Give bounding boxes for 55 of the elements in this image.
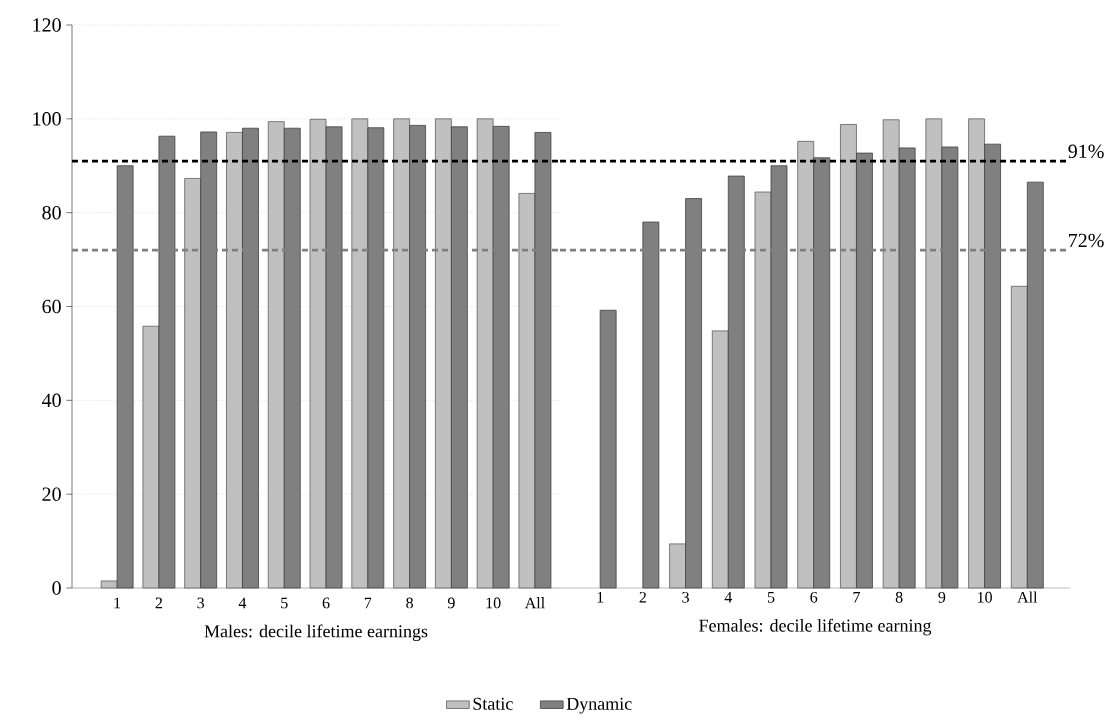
bar: [309, 118, 327, 589]
x-tick-label: 6: [322, 597, 330, 609]
bar: [476, 118, 494, 589]
x-tick-label: All: [524, 597, 545, 609]
y-tick-label: 120: [33, 18, 61, 32]
x-tick-label: 5: [281, 597, 288, 609]
bar: [142, 325, 160, 589]
x-axis-title: Males: decile lifetime earnings: [204, 624, 428, 642]
x-tick-label: 1: [597, 591, 604, 603]
bar: [184, 178, 202, 589]
bar: [100, 580, 118, 589]
x-tick-label: 2: [639, 591, 646, 603]
x-tick-label: 10: [486, 597, 501, 609]
bar: [351, 118, 369, 589]
x-tick-label: 4: [724, 591, 733, 603]
bar: [518, 193, 536, 589]
ref-line-label: 72%: [1069, 233, 1104, 248]
x-tick-label: 1: [114, 597, 121, 609]
bar: [968, 118, 985, 589]
bar: [434, 118, 452, 589]
ref-line-label: 91%: [1068, 144, 1104, 159]
y-tick-label: 80: [42, 205, 61, 220]
legend-label: Static: [473, 697, 513, 710]
bar: [226, 132, 243, 589]
x-tick-label: 7: [853, 592, 860, 603]
x-axis-title: Females: decile lifetime earning: [699, 618, 932, 636]
y-tick-label: 40: [42, 393, 61, 408]
bar: [1010, 285, 1028, 589]
y-tick-label: 20: [42, 487, 61, 501]
bar: [925, 118, 943, 589]
x-tick-label: 3: [197, 597, 205, 609]
x-tick-label: 7: [364, 597, 372, 609]
x-tick-label: 9: [447, 597, 455, 609]
x-tick-label: 3: [682, 591, 689, 603]
x-tick-label: 2: [155, 597, 163, 609]
bar: [797, 140, 815, 589]
bar: [840, 124, 857, 589]
x-tick-label: 8: [895, 591, 903, 603]
x-tick-label: All: [1017, 591, 1038, 603]
bar: [393, 118, 410, 589]
x-tick-label: 10: [977, 591, 992, 603]
legend-label: Dynamic: [566, 697, 632, 714]
y-tick-label: 100: [33, 112, 61, 126]
x-tick-label: 5: [767, 592, 775, 603]
x-tick-label: 6: [810, 591, 818, 603]
y-tick-label: 0: [52, 581, 61, 595]
x-tick-label: 4: [238, 597, 247, 609]
y-tick-label: 60: [42, 299, 61, 314]
bar: [754, 191, 772, 589]
bar: [711, 330, 729, 589]
x-tick-label: 8: [406, 597, 413, 609]
bar: [267, 121, 285, 589]
x-tick-label: 9: [938, 591, 946, 603]
bar: [882, 119, 900, 589]
bar: [669, 543, 686, 589]
